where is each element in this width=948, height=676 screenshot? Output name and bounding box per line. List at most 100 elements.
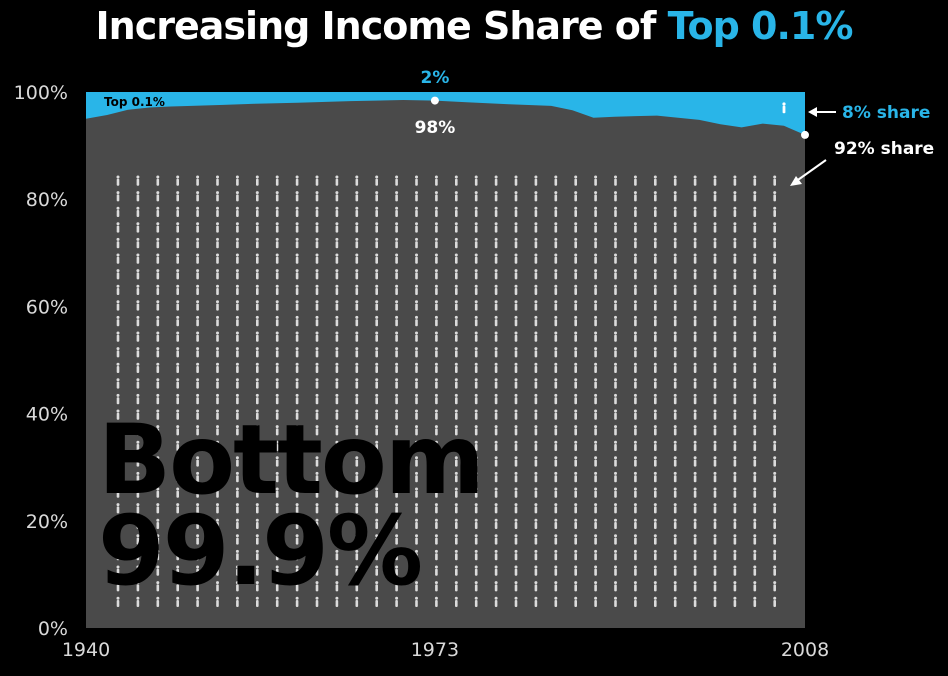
person-icon-head [713, 222, 717, 226]
person-icon [733, 581, 737, 592]
person-icon-head [335, 237, 339, 241]
person-icon [753, 253, 757, 264]
person-icon-head [554, 581, 558, 585]
person-icon-body [733, 241, 737, 249]
person-icon [633, 175, 637, 186]
person-icon-body [574, 537, 577, 545]
person-icon-body [574, 506, 577, 514]
person-icon-body [275, 366, 279, 373]
person-icon-body [554, 506, 558, 514]
person-icon-head [375, 596, 379, 600]
person-icon-body [574, 600, 577, 607]
person-icon-body [514, 428, 518, 436]
person-icon [594, 206, 598, 217]
person-icon-head [633, 253, 637, 257]
person-icon-body [713, 210, 717, 217]
person-icon-head [136, 175, 140, 179]
person-icon-body [733, 256, 737, 264]
person-icon [216, 503, 219, 514]
person-icon [116, 175, 120, 186]
person-icon [574, 378, 578, 389]
person-icon [574, 456, 578, 467]
person-icon-body [574, 241, 577, 249]
person-icon [434, 440, 438, 451]
x-tick-label: 2008 [781, 639, 829, 661]
person-icon-body [574, 334, 577, 342]
person-icon [415, 347, 418, 358]
person-icon [295, 284, 299, 295]
person-icon-body [295, 178, 299, 186]
person-icon-body [713, 319, 717, 327]
person-icon [395, 300, 399, 311]
person-icon-head [753, 237, 757, 241]
person-icon-body [614, 350, 617, 358]
person-icon-body [634, 366, 637, 373]
person-icon-body [673, 272, 677, 280]
person-icon-head [534, 393, 538, 397]
person-icon-head [116, 269, 120, 273]
person-icon [156, 253, 160, 264]
person-icon-body [375, 241, 378, 249]
person-icon-body [474, 459, 478, 467]
person-icon-body [315, 350, 319, 358]
person-icon-body [295, 584, 299, 592]
person-icon [574, 581, 578, 592]
person-icon [375, 222, 379, 233]
person-icon-head [534, 565, 538, 569]
person-icon-head [614, 503, 617, 507]
person-icon-body [534, 366, 538, 373]
person-icon-body [753, 506, 757, 514]
person-icon [773, 315, 777, 327]
person-icon-body [395, 537, 398, 545]
person-icon-body [435, 444, 438, 451]
person-icon [176, 425, 180, 436]
person-icon [693, 440, 697, 451]
person-icon-head [434, 237, 438, 241]
person-icon-head [534, 191, 538, 195]
person-icon-head [275, 269, 279, 273]
person-icon-head [116, 315, 120, 319]
person-icon-head [216, 347, 219, 351]
person-icon-head [375, 222, 379, 226]
axes: 0%20%40%60%80%100%1940 1973 2008 [14, 82, 830, 661]
person-icon-head [196, 518, 200, 522]
person-icon [753, 440, 757, 451]
person-icon-body [673, 366, 677, 373]
person-icon-body [713, 366, 717, 373]
person-icon-head [534, 347, 538, 351]
person-icon-body [415, 412, 418, 420]
person-icon-body [673, 397, 677, 405]
person-icon-body [415, 475, 418, 483]
person-icon-head [375, 362, 379, 366]
person-icon-head [235, 471, 239, 475]
person-icon-body [693, 241, 697, 249]
person-icon-body [435, 506, 438, 514]
person-icon-head [235, 284, 239, 288]
person-icon-body [395, 303, 398, 311]
person-icon [375, 378, 379, 389]
person-icon-body [415, 428, 418, 436]
person-icon [673, 362, 677, 373]
person-icon [375, 284, 379, 295]
person-icon-head [136, 456, 140, 460]
person-icon-body [614, 475, 617, 483]
person-icon-head [454, 565, 458, 569]
person-icon-body [156, 522, 160, 529]
person-icon [295, 456, 299, 467]
person-icon-head [295, 456, 299, 460]
person-icon [713, 237, 717, 249]
person-icon [255, 596, 259, 607]
person-icon-head [534, 487, 538, 491]
person-icon [136, 315, 140, 327]
person-icon-head [514, 315, 518, 319]
person-icon [415, 471, 418, 483]
person-icon-head [474, 315, 478, 319]
person-icon [415, 549, 418, 561]
person-icon-body [534, 537, 538, 545]
person-icon-head [415, 237, 418, 241]
person-icon-body [196, 319, 199, 327]
person-icon [633, 549, 637, 561]
person-icon-body [295, 381, 299, 389]
person-icon-body [654, 553, 657, 561]
person-icon [216, 596, 219, 607]
